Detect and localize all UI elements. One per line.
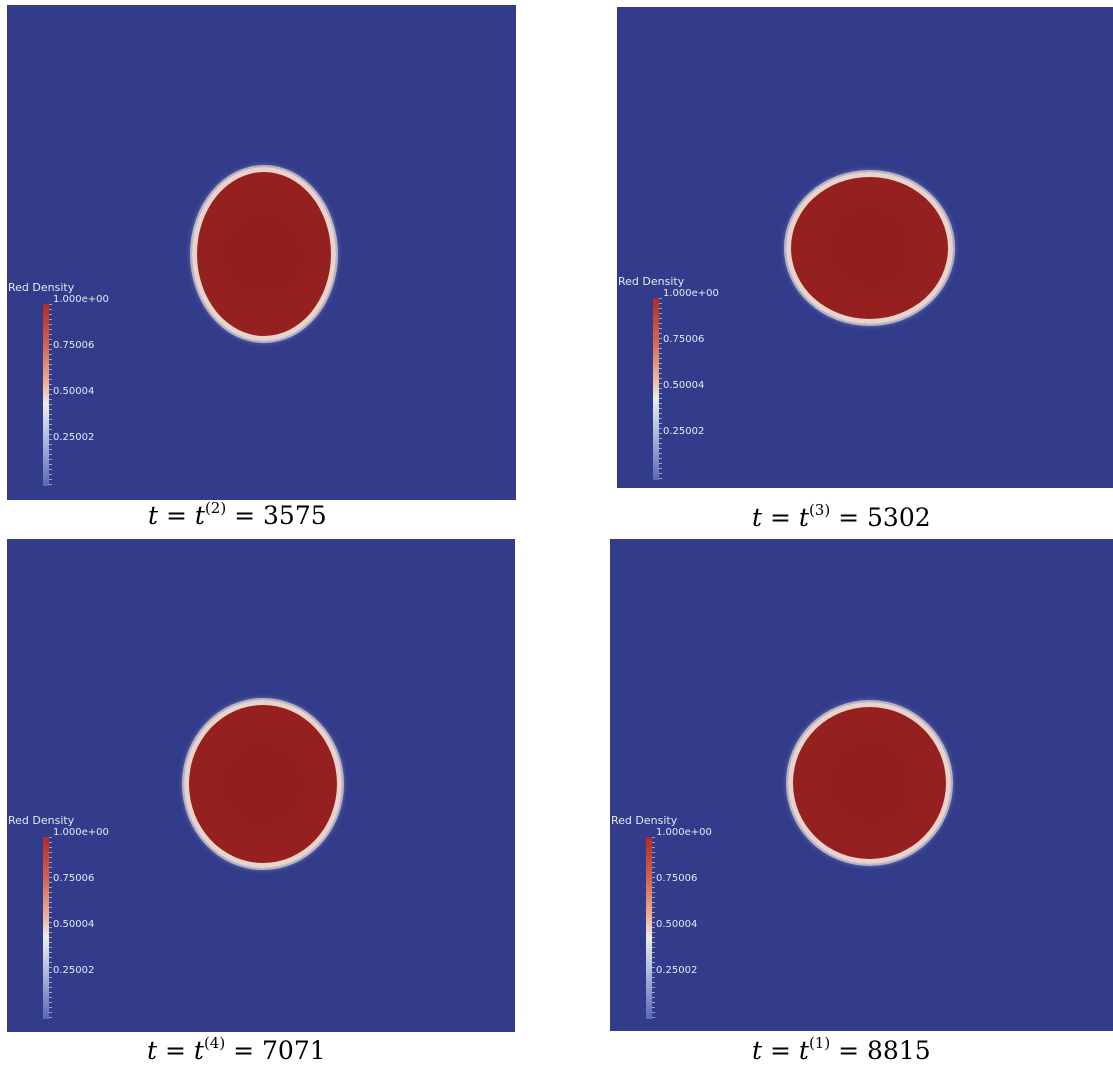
- panel-4-caption: t = t(1) = 8815: [752, 1034, 931, 1065]
- legend-colorbar: [653, 298, 659, 480]
- legend-label: 0.50004: [53, 919, 95, 930]
- legend-title: Red Density: [8, 814, 75, 827]
- legend-label: 0.25002: [663, 426, 705, 437]
- droplet: [786, 172, 953, 324]
- legend-label-max: 1.000e+00: [53, 294, 109, 305]
- simulation-panel-4: Red Density 1.000e+00 0.75006 0.50004 0.…: [610, 539, 1113, 1031]
- legend-ticks: [49, 837, 52, 1019]
- legend-label: 0.50004: [53, 386, 95, 397]
- legend-label: 0.50004: [663, 380, 705, 391]
- simulation-panel-2: Red Density 1.000e+00 0.75006 0.50004 0.…: [617, 7, 1113, 488]
- droplet: [192, 167, 336, 341]
- droplet: [184, 700, 342, 868]
- panel-3-caption: t = t(4) = 7071: [147, 1034, 326, 1065]
- legend-label: 0.25002: [53, 432, 95, 443]
- legend-label: 0.50004: [656, 919, 698, 930]
- legend-ticks: [659, 298, 662, 480]
- legend-label: 0.75006: [663, 334, 705, 345]
- legend-label-max: 1.000e+00: [53, 827, 109, 838]
- panel-2-caption: t = t(3) = 5302: [752, 501, 931, 532]
- legend-colorbar: [646, 837, 652, 1019]
- simulation-panel-3: Red Density 1.000e+00 0.75006 0.50004 0.…: [7, 539, 515, 1032]
- legend-ticks: [652, 837, 655, 1019]
- legend-label: 0.25002: [656, 965, 698, 976]
- legend-label: 0.75006: [656, 873, 698, 884]
- legend-colorbar: [43, 304, 49, 486]
- droplet: [788, 702, 951, 864]
- legend-label: 0.25002: [53, 965, 95, 976]
- legend-ticks: [49, 304, 52, 486]
- panel-1-caption: t = t(2) = 3575: [148, 499, 327, 530]
- legend-label: 0.75006: [53, 873, 95, 884]
- legend-label-max: 1.000e+00: [656, 827, 712, 838]
- legend-title: Red Density: [611, 814, 678, 827]
- legend-colorbar: [43, 837, 49, 1019]
- simulation-panel-1: Red Density 1.000e+00 0.75006 0.50004 0.…: [7, 5, 516, 500]
- legend-title: Red Density: [8, 281, 75, 294]
- legend-label-max: 1.000e+00: [663, 288, 719, 299]
- legend-title: Red Density: [618, 275, 685, 288]
- legend-label: 0.75006: [53, 340, 95, 351]
